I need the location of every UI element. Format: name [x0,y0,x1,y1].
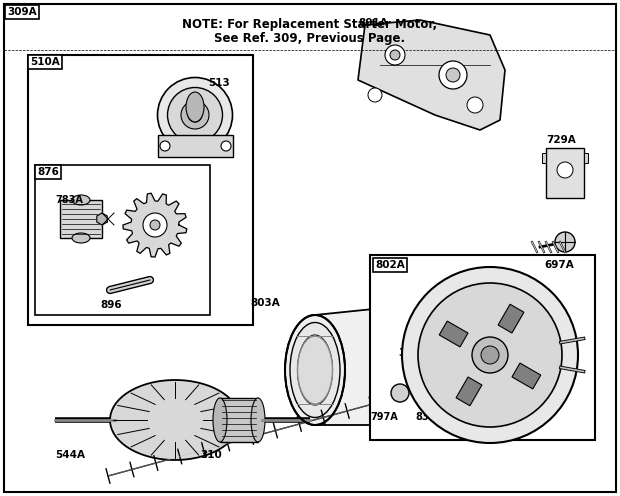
Ellipse shape [72,195,90,205]
Circle shape [402,267,578,443]
Ellipse shape [181,101,209,129]
Circle shape [557,162,573,178]
Bar [456,377,482,406]
Text: 797: 797 [445,412,465,422]
Circle shape [467,97,483,113]
Circle shape [418,283,562,427]
Bar [498,304,524,333]
Text: eReplacementParts.com: eReplacementParts.com [197,226,386,240]
Bar [439,321,468,347]
Text: 311A: 311A [398,348,428,358]
Ellipse shape [213,398,227,442]
Circle shape [150,220,160,230]
Circle shape [390,50,400,60]
Circle shape [385,45,405,65]
Polygon shape [97,213,107,225]
Polygon shape [123,193,187,257]
Ellipse shape [489,304,531,416]
Text: 801A: 801A [358,18,388,28]
Text: NOTE: For Replacement Starter Motor,: NOTE: For Replacement Starter Motor, [182,18,438,31]
Bar [512,363,541,389]
Ellipse shape [167,87,223,142]
Circle shape [368,88,382,102]
Circle shape [555,232,575,252]
Bar [28,55,253,325]
Text: 544A: 544A [55,450,85,460]
Text: 510A: 510A [30,57,60,67]
Polygon shape [358,20,505,130]
Bar [35,165,210,315]
Circle shape [143,213,167,237]
Circle shape [439,61,467,89]
Bar [60,200,102,238]
Text: 834: 834 [415,412,435,422]
Text: 783A: 783A [55,195,83,205]
Text: See Ref. 309, Previous Page.: See Ref. 309, Previous Page. [215,32,405,45]
Circle shape [472,337,508,373]
Ellipse shape [482,295,538,425]
Text: 876: 876 [37,167,59,177]
Text: 803A: 803A [250,298,280,308]
Bar [546,148,584,198]
Polygon shape [315,295,510,425]
Ellipse shape [285,315,345,425]
Text: 802A: 802A [375,260,405,270]
Ellipse shape [298,336,332,404]
Text: 896: 896 [100,300,122,310]
Bar [370,255,595,440]
Ellipse shape [157,77,232,152]
Circle shape [160,141,170,151]
Circle shape [391,384,409,402]
Text: 797A: 797A [370,412,398,422]
Ellipse shape [188,108,202,122]
Text: 513: 513 [208,78,230,88]
Circle shape [221,141,231,151]
Ellipse shape [72,233,90,243]
Circle shape [446,68,460,82]
Bar [542,153,546,163]
Ellipse shape [110,380,240,460]
Ellipse shape [290,322,340,418]
Text: 729A: 729A [546,135,576,145]
Ellipse shape [298,335,332,405]
Text: 697A: 697A [544,260,574,270]
Bar [220,398,258,442]
Text: 310: 310 [200,450,222,460]
Circle shape [481,346,499,364]
Ellipse shape [251,398,265,442]
Bar [584,153,588,163]
Text: 309A: 309A [7,7,37,17]
Bar [158,135,233,157]
Ellipse shape [186,92,204,122]
